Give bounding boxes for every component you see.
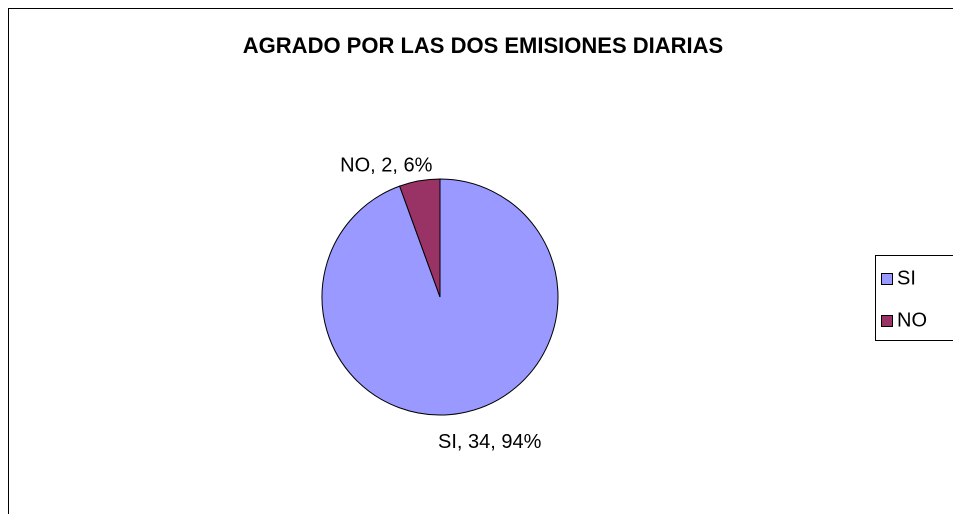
chart-title: AGRADO POR LAS DOS EMISIONES DIARIAS: [243, 33, 723, 58]
data-label: NO, 2, 6%: [340, 155, 432, 177]
legend-label: NO: [897, 309, 927, 331]
legend-label: SI: [897, 267, 916, 289]
legend-swatch: [881, 315, 893, 327]
data-label: SI, 34, 94%: [438, 431, 542, 453]
pie-slice: [399, 178, 441, 298]
legend-swatch: [881, 273, 893, 285]
